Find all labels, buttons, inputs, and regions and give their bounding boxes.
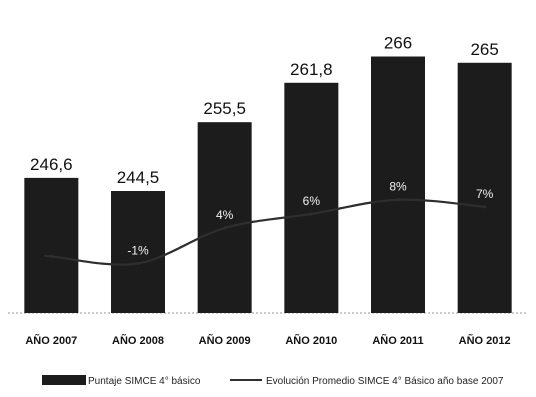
line-group bbox=[44, 198, 487, 266]
legend: Puntaje SIMCE 4° básico Evolución Promed… bbox=[42, 375, 504, 387]
category-label-5: AÑO 2012 bbox=[459, 334, 511, 347]
category-label-0: AÑO 2007 bbox=[25, 334, 77, 347]
bar-3 bbox=[284, 82, 339, 314]
line-value-label-3: 6% bbox=[303, 194, 321, 208]
category-label-4: AÑO 2011 bbox=[372, 334, 423, 347]
bar-2 bbox=[197, 122, 252, 313]
category-label-2: AÑO 2009 bbox=[199, 334, 251, 347]
line-point-0 bbox=[49, 254, 53, 258]
bar-value-label-1: 244,5 bbox=[117, 168, 160, 187]
line-point-2 bbox=[223, 226, 227, 230]
line-point-5 bbox=[483, 205, 487, 209]
bar-value-label-4: 266 bbox=[384, 34, 412, 53]
category-label-1: AÑO 2008 bbox=[112, 334, 164, 347]
line-value-label-2: 4% bbox=[216, 208, 234, 222]
legend-line-label: Evolución Promedio SIMCE 4° Básico año b… bbox=[266, 376, 504, 387]
bar-value-label-0: 246,6 bbox=[30, 155, 73, 174]
bar-value-label-5: 265 bbox=[470, 40, 498, 59]
legend-bar-label: Puntaje SIMCE 4° básico bbox=[88, 376, 201, 387]
line-value-label-1: -1% bbox=[127, 243, 149, 257]
line-point-3 bbox=[309, 212, 313, 216]
bar-value-label-3: 261,8 bbox=[290, 60, 333, 79]
labels-group: 246,6 AÑO 2007 244,5 AÑO 2008 255,5 AÑO 2009 2… bbox=[25, 34, 510, 347]
legend-bar-swatch bbox=[42, 375, 86, 385]
bars-group bbox=[24, 56, 512, 314]
category-label-3: AÑO 2010 bbox=[285, 334, 337, 347]
bar-1 bbox=[111, 191, 165, 313]
line-value-label-4: 8% bbox=[389, 180, 407, 194]
bar-5 bbox=[457, 62, 512, 313]
bar-value-label-2: 255,5 bbox=[203, 99, 246, 118]
line-value-label-5: 7% bbox=[476, 187, 494, 201]
bar-4 bbox=[371, 56, 425, 313]
line-point-1 bbox=[136, 261, 140, 266]
bar-0 bbox=[24, 177, 79, 313]
line-point-4 bbox=[396, 198, 400, 202]
